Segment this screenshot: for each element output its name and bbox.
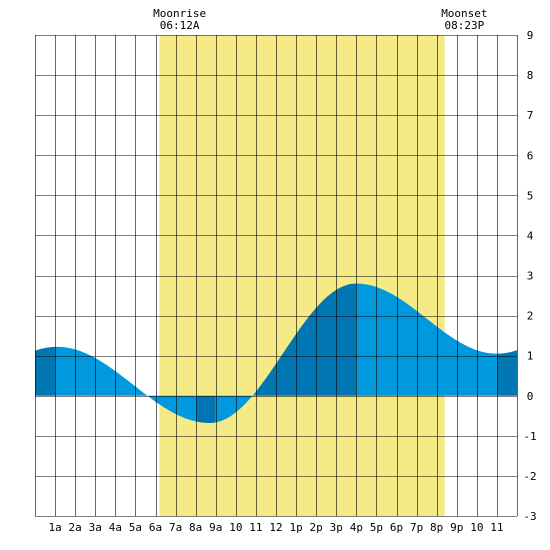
y-tick-label: 3 [527, 270, 534, 283]
x-tick-label: 2a [69, 521, 82, 534]
y-tick-label: 8 [527, 69, 534, 82]
x-tick-label: 12 [269, 521, 282, 534]
tide-segment-3 [215, 391, 256, 423]
x-tick-label: 6p [390, 521, 403, 534]
x-tick-label: 2p [310, 521, 323, 534]
tide-segment-4 [255, 283, 357, 396]
x-tick-label: 10 [470, 521, 483, 534]
x-tick-label: 4p [350, 521, 363, 534]
x-tick-label: 11 [249, 521, 262, 534]
x-tick-label: 3a [89, 521, 102, 534]
moonrise-label: Moonrise [153, 7, 206, 20]
tide-segment-1 [55, 346, 196, 422]
moonrise-time: 06:12A [160, 19, 200, 32]
x-tick-label: 10 [229, 521, 242, 534]
x-tick-label: 4a [109, 521, 122, 534]
tide-area [35, 283, 517, 424]
y-tick-labels: -3 -2 -1 0 1 2 3 4 5 6 7 8 9 [523, 29, 536, 523]
moonset-time: 08:23P [445, 19, 485, 32]
x-tick-label: 8p [430, 521, 443, 534]
x-tick-label: 5p [370, 521, 383, 534]
tide-segment-5 [356, 283, 497, 396]
grid [35, 35, 518, 517]
y-tick-label: 0 [527, 390, 534, 403]
x-tick-label: 9a [209, 521, 222, 534]
x-tick-label: 3p [330, 521, 343, 534]
x-tick-labels: 1a 2a 3a 4a 5a 6a 7a 8a 9a 10 11 12 1p 2p 3p 4p 5p 6p 7p 8p… [48, 521, 503, 534]
y-tick-label: 6 [527, 149, 534, 162]
moon-window [159, 35, 445, 516]
y-tick-label: 7 [527, 109, 534, 122]
moonlight-band [159, 35, 445, 516]
x-tick-label: 9p [450, 521, 463, 534]
x-tick-label: 7a [169, 521, 182, 534]
y-tick-label: 5 [527, 189, 534, 202]
moonset-label: Moonset [441, 7, 487, 20]
y-tick-label: 1 [527, 350, 534, 363]
tide-segment-2 [195, 395, 216, 424]
tide-segment-0 [35, 346, 56, 396]
y-tick-label: -3 [523, 510, 536, 523]
x-tick-label: 5a [129, 521, 142, 534]
x-tick-label: 11 [490, 521, 503, 534]
y-tick-label: 2 [527, 310, 534, 323]
x-tick-label: 7p [410, 521, 423, 534]
x-tick-label: 6a [149, 521, 162, 534]
x-tick-label: 1a [48, 521, 61, 534]
y-tick-label: -1 [523, 430, 536, 443]
y-tick-label: 9 [527, 29, 534, 42]
tide-segment-6 [496, 350, 517, 396]
x-tick-label: 1p [289, 521, 302, 534]
x-tick-label: 8a [189, 521, 202, 534]
y-tick-label: -2 [523, 470, 536, 483]
y-tick-label: 4 [527, 229, 534, 242]
